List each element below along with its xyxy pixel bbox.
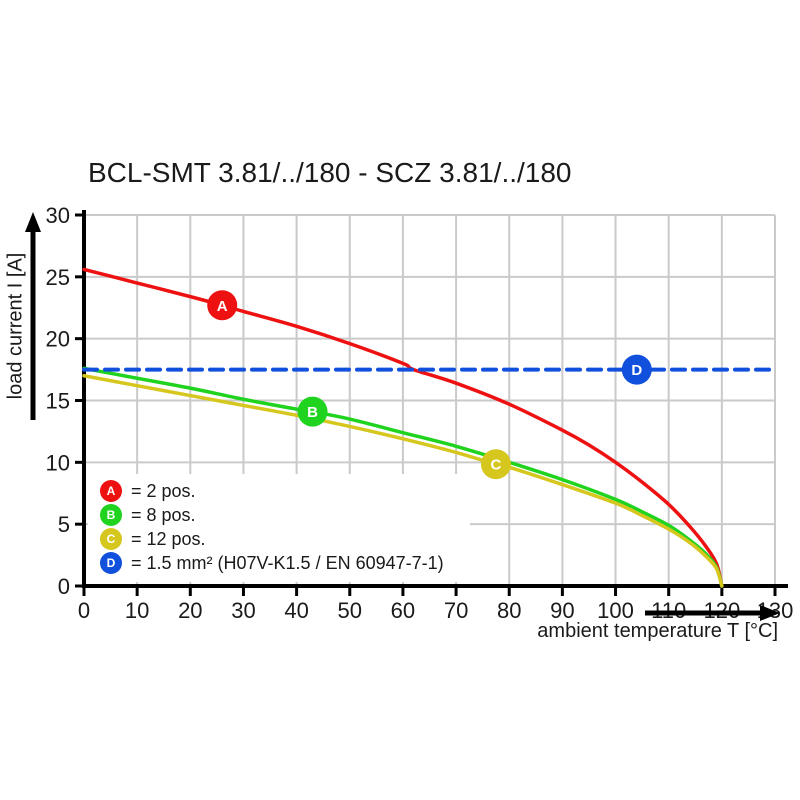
y-axis-arrow-head-icon (25, 212, 41, 232)
x-tick-label: 0 (78, 598, 90, 623)
curve-b (82, 366, 724, 588)
chart-title: BCL-SMT 3.81/../180 - SCZ 3.81/../180 (88, 157, 572, 188)
curve-marker-d-icon (621, 354, 652, 385)
legend-marker-letter: D (106, 556, 116, 570)
x-tick-label: 40 (284, 598, 308, 623)
y-tick-label: 20 (46, 327, 70, 352)
x-axis-arrow-head-icon (760, 605, 780, 621)
x-tick-label: 20 (178, 598, 202, 623)
legend: A = 2 pos. B = 8 pos. C = 12 pos. D = 1.… (88, 474, 470, 582)
y-tick-label: 0 (58, 574, 70, 599)
y-tick-label: 15 (46, 389, 70, 414)
curve-marker-a-icon (207, 290, 238, 321)
curve-marker-letter: B (307, 404, 318, 421)
curve-marker-c-icon (480, 449, 511, 480)
x-tick-label: 60 (391, 598, 415, 623)
legend-item-label: = 2 pos. (131, 480, 196, 501)
curve-marker-b-icon (297, 396, 328, 427)
legend-item-d: D = 1.5 mm² (H07V-K1.5 / EN 60947-7-1) (100, 551, 470, 575)
x-tick-label: 90 (550, 598, 574, 623)
legend-item-label: = 1.5 mm² (H07V-K1.5 / EN 60947-7-1) (131, 552, 444, 573)
curve-marker-letter: D (631, 362, 642, 379)
x-tick-label: 10 (125, 598, 149, 623)
legend-marker-letter: A (106, 484, 116, 498)
legend-item-b: B = 8 pos. (100, 503, 470, 527)
x-tick-label: 80 (497, 598, 521, 623)
x-tick-label: 100 (597, 598, 634, 623)
y-tick-label: 10 (46, 450, 70, 475)
legend-item-label: = 8 pos. (131, 504, 196, 525)
y-tick-label: 5 (58, 512, 70, 537)
x-axis-label: ambient temperature T [°C] (537, 620, 778, 642)
legend-marker-a-icon: A (100, 480, 122, 502)
legend-item-a: A = 2 pos. (100, 479, 470, 503)
legend-marker-d-icon: D (100, 552, 122, 574)
legend-item-c: C = 12 pos. (100, 527, 470, 551)
y-tick-label: 30 (46, 203, 70, 228)
x-tick-label: 30 (231, 598, 255, 623)
legend-marker-letter: B (106, 508, 116, 522)
legend-marker-c-icon: C (100, 528, 122, 550)
curve-marker-letter: C (491, 457, 502, 474)
curve-marker-letter: A (217, 298, 228, 315)
legend-marker-b-icon: B (100, 504, 122, 526)
legend-marker-letter: C (106, 532, 116, 546)
y-tick-label: 25 (46, 265, 70, 290)
legend-item-label: = 12 pos. (131, 528, 206, 549)
x-tick-label: 70 (444, 598, 468, 623)
x-tick-label: 50 (338, 598, 362, 623)
